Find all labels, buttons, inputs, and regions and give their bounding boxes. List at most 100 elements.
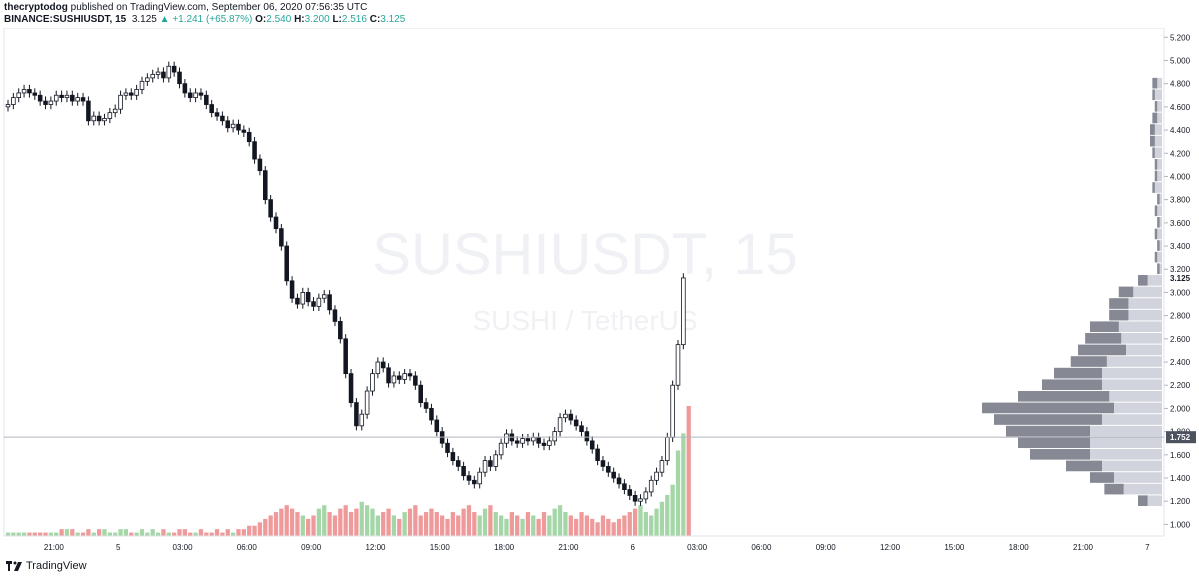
volume-bar bbox=[279, 508, 284, 536]
candle bbox=[252, 141, 257, 160]
profile-bar bbox=[1150, 135, 1162, 147]
candle bbox=[209, 104, 214, 114]
volume-bar bbox=[391, 515, 397, 536]
y-tick-label: 5.200 bbox=[1170, 33, 1191, 42]
crosshair-price-label: 1.752 bbox=[1170, 433, 1191, 442]
candle bbox=[391, 375, 397, 384]
tradingview-logo[interactable]: TradingView bbox=[6, 560, 87, 572]
volume-bar bbox=[616, 518, 622, 536]
volume-bar bbox=[113, 532, 118, 536]
candle bbox=[166, 65, 172, 79]
volume-bar bbox=[482, 508, 488, 536]
volume-bar bbox=[515, 515, 520, 536]
x-tick-label: 18:00 bbox=[1009, 543, 1030, 552]
price-chart[interactable]: SUSHIUSDT, 15 SUSHI / TetherUS 5.200 5.00… bbox=[0, 28, 1199, 556]
y-tick-label: 2.000 bbox=[1170, 404, 1191, 413]
x-tick-label: 15:00 bbox=[430, 543, 451, 552]
x-tick-label: 21:00 bbox=[44, 543, 65, 552]
profile-bar-dominant bbox=[1138, 275, 1148, 286]
profile-bar-dominant bbox=[1030, 449, 1090, 460]
author-name[interactable]: thecryptodog bbox=[4, 2, 68, 13]
x-tick-label: 03:00 bbox=[687, 543, 708, 552]
profile-bar bbox=[1138, 495, 1162, 507]
candle bbox=[472, 479, 477, 485]
candle bbox=[681, 277, 686, 346]
time-axis[interactable]: 21:00 5 03:00 06:00 09:00 12:00 15:00 18:00 21:0… bbox=[4, 535, 1164, 552]
y-tick-label: 1.000 bbox=[1170, 520, 1191, 529]
candle bbox=[80, 97, 86, 102]
candle bbox=[563, 413, 568, 419]
volume-bar bbox=[649, 515, 654, 536]
candle bbox=[600, 460, 606, 467]
candle bbox=[343, 338, 348, 375]
profile-bar-dominant bbox=[1154, 228, 1158, 240]
volume-bar bbox=[54, 532, 59, 536]
volume-bar bbox=[21, 532, 27, 536]
publish-details: published on TradingView.com, September … bbox=[67, 2, 368, 13]
candle bbox=[498, 442, 504, 456]
volume-bar bbox=[574, 518, 579, 536]
candle bbox=[627, 489, 633, 496]
volume-bar bbox=[498, 515, 504, 536]
tradingview-brand: TradingView bbox=[26, 560, 87, 572]
volume-bar bbox=[525, 512, 531, 536]
profile-bar-dominant bbox=[1154, 101, 1158, 112]
candle bbox=[70, 94, 75, 102]
volume-bar bbox=[332, 515, 338, 536]
x-tick-label: 12:00 bbox=[365, 543, 386, 552]
candle bbox=[359, 413, 365, 427]
volume-bar bbox=[681, 433, 686, 536]
candle bbox=[27, 89, 32, 94]
candle bbox=[321, 294, 327, 299]
volume-bar bbox=[488, 505, 493, 536]
candle bbox=[584, 431, 590, 442]
profile-bar-dominant bbox=[1085, 333, 1122, 344]
volume-bar bbox=[509, 512, 514, 536]
volume-bar bbox=[306, 518, 311, 536]
open-value: 2.540 bbox=[266, 14, 292, 25]
volume-bar bbox=[182, 529, 188, 536]
candle bbox=[273, 216, 279, 230]
candlesticks bbox=[5, 61, 686, 506]
candle bbox=[547, 440, 552, 446]
profile-bar-dominant bbox=[1150, 124, 1155, 135]
candle bbox=[295, 297, 300, 305]
last-price: 3.125 bbox=[131, 14, 157, 25]
volume-bar bbox=[64, 529, 70, 536]
chart-header: thecryptodog published on TradingView.co… bbox=[0, 0, 1199, 28]
candle bbox=[418, 384, 423, 404]
volume-bar bbox=[520, 518, 525, 536]
volume-bar bbox=[654, 508, 659, 536]
candle bbox=[32, 92, 38, 96]
candle bbox=[241, 129, 247, 133]
profile-bar bbox=[1109, 298, 1162, 309]
volume-bar bbox=[123, 529, 129, 536]
candle bbox=[402, 373, 407, 380]
candle bbox=[284, 245, 289, 282]
candle bbox=[354, 402, 359, 427]
volume-bar bbox=[536, 518, 541, 536]
volume-bar bbox=[407, 508, 413, 536]
volume-bar bbox=[209, 532, 214, 536]
candle bbox=[86, 100, 91, 122]
volume-bar bbox=[456, 515, 461, 536]
volume-bar bbox=[70, 529, 75, 536]
profile-bar bbox=[1150, 124, 1162, 135]
volume-bar bbox=[198, 529, 204, 536]
high-label: H: bbox=[294, 14, 305, 25]
candle bbox=[348, 373, 354, 404]
candle bbox=[21, 89, 27, 94]
volume-bar bbox=[257, 522, 263, 536]
candle bbox=[514, 440, 520, 444]
candle bbox=[134, 89, 139, 96]
candle bbox=[198, 92, 204, 96]
volume-bar bbox=[568, 515, 573, 536]
symbol-label[interactable]: BINANCE:SUSHIUSDT, 15 bbox=[4, 14, 127, 25]
y-tick-label: 4.400 bbox=[1170, 126, 1191, 135]
profile-bar bbox=[1154, 170, 1162, 182]
current-price-label: 3.125 bbox=[1170, 274, 1191, 283]
candle bbox=[145, 77, 150, 82]
low-label: L: bbox=[332, 14, 342, 25]
candle bbox=[488, 460, 493, 467]
price-axis[interactable]: 5.200 5.000 4.800 4.600 4.400 4.200 4.000 3.800… bbox=[1164, 33, 1196, 529]
